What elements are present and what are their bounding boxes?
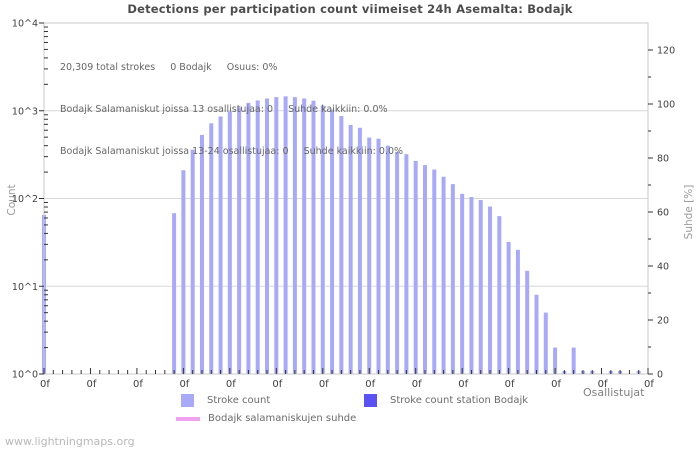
legend-label: Stroke count station Bodajk bbox=[390, 395, 529, 406]
svg-text:0f: 0f bbox=[458, 379, 468, 390]
svg-text:0f: 0f bbox=[365, 379, 375, 390]
stats-annotation: 20,309 total strokes 0 Bodajk Osuus: 0% … bbox=[60, 33, 403, 187]
svg-text:0: 0 bbox=[657, 370, 663, 381]
svg-text:80: 80 bbox=[657, 154, 669, 165]
x-ticks: 0f 0f 0f 0f 0f 0f 0f 0f 0f 0f 0f 0f 0f 0f bbox=[40, 368, 654, 390]
y-right-axis-title: Suhde [%] bbox=[683, 184, 695, 240]
svg-text:0f: 0f bbox=[551, 379, 561, 390]
svg-text:20: 20 bbox=[657, 316, 669, 327]
stats-line-total: 20,309 total strokes 0 Bodajk Osuus: 0% bbox=[60, 62, 278, 73]
stats-line-13-24: Bodajk Salamaniskut joissa 13-24 osallis… bbox=[60, 146, 404, 157]
svg-text:0f: 0f bbox=[133, 379, 143, 390]
ratio-line-swatch-icon bbox=[176, 416, 200, 421]
legend-item-ratio: Bodajk salamaniskujen suhde bbox=[176, 413, 356, 424]
stroke-count-station-swatch-icon bbox=[364, 394, 377, 407]
svg-text:10^1: 10^1 bbox=[12, 282, 38, 293]
svg-text:0f: 0f bbox=[644, 379, 654, 390]
svg-text:10^0: 10^0 bbox=[12, 370, 38, 381]
stroke-count-swatch-icon bbox=[181, 394, 194, 407]
svg-text:0f: 0f bbox=[272, 379, 282, 390]
y-left-axis-title: Count bbox=[6, 184, 18, 216]
svg-text:100: 100 bbox=[657, 100, 675, 111]
legend-item-stroke-count: Stroke count bbox=[181, 394, 270, 407]
svg-text:40: 40 bbox=[657, 262, 669, 273]
grid-lines bbox=[44, 110, 648, 287]
svg-text:0f: 0f bbox=[40, 379, 50, 390]
svg-text:0f: 0f bbox=[412, 379, 422, 390]
svg-text:10^3: 10^3 bbox=[12, 106, 38, 117]
svg-text:0f: 0f bbox=[505, 379, 515, 390]
svg-text:120: 120 bbox=[657, 46, 675, 57]
bars-stroke-count bbox=[42, 96, 641, 375]
legend-label: Stroke count bbox=[207, 395, 271, 406]
svg-text:0f: 0f bbox=[319, 379, 329, 390]
chart-title: Detections per participation count viime… bbox=[127, 2, 573, 16]
svg-text:0f: 0f bbox=[179, 379, 189, 390]
legend-item-stroke-count-station: Stroke count station Bodajk bbox=[364, 394, 528, 407]
svg-text:10^2: 10^2 bbox=[12, 194, 38, 205]
legend-label: Bodajk salamaniskujen suhde bbox=[208, 413, 357, 424]
svg-text:0f: 0f bbox=[598, 379, 608, 390]
stats-line-13: Bodajk Salamaniskut joissa 13 osallistuj… bbox=[60, 104, 388, 115]
svg-text:0f: 0f bbox=[226, 379, 236, 390]
svg-text:0f: 0f bbox=[87, 379, 97, 390]
x-axis-title: Osallistujat bbox=[583, 386, 645, 399]
y-right-ticks: 0 20 40 60 80 100 120 bbox=[648, 46, 675, 381]
watermark: www.lightningmaps.org bbox=[5, 435, 135, 448]
svg-text:10^4: 10^4 bbox=[12, 19, 38, 30]
y-left-ticks: 10^0 10^1 10^2 10^3 10^4 bbox=[12, 19, 48, 381]
svg-text:60: 60 bbox=[657, 208, 669, 219]
